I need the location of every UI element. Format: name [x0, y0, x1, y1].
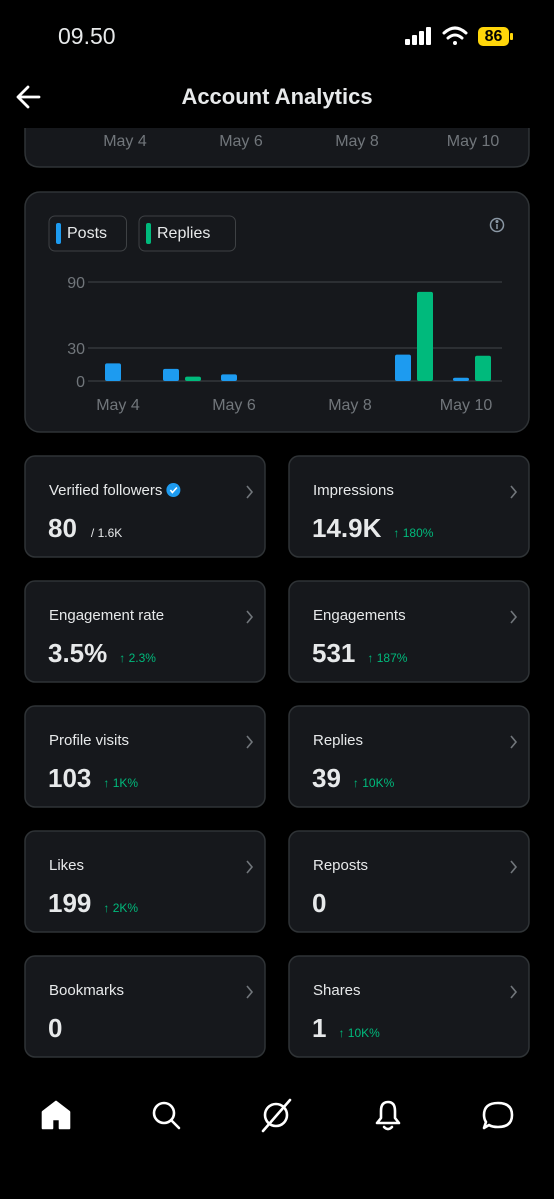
legend-label: Replies: [157, 225, 210, 242]
verified-check: [169, 486, 178, 494]
home-tab[interactable]: [41, 1100, 71, 1130]
chevron: [510, 485, 518, 499]
chevron: [246, 985, 254, 999]
bar: [221, 374, 237, 381]
chevron: [246, 485, 254, 499]
stat-value: 39: [312, 763, 341, 793]
x-tick-label: May 4: [96, 397, 140, 414]
legend-swatch: [146, 223, 151, 244]
stat-change: ↑ 187%: [367, 651, 407, 665]
stat-card[interactable]: [24, 955, 266, 1058]
bar: [105, 363, 121, 381]
battery-tip: [510, 33, 513, 40]
chevron: [246, 860, 254, 874]
stat-value: 3.5%: [48, 638, 107, 668]
y-tick-label: 30: [67, 341, 85, 358]
legend-item[interactable]: [138, 215, 236, 252]
stat-change: ↑ 10K%: [338, 1026, 380, 1040]
stat-card[interactable]: [288, 455, 530, 558]
stat-value: 103: [48, 763, 91, 793]
y-tick-label: 0: [76, 374, 85, 391]
stat-label: Verified followers: [49, 482, 162, 499]
chevron: [510, 735, 518, 749]
back-button[interactable]: [16, 85, 41, 109]
stat-label: Profile visits: [49, 732, 129, 749]
stat-card[interactable]: [288, 830, 530, 933]
bottom-nav: [41, 1098, 514, 1133]
stat-value: 199: [48, 888, 91, 918]
stat-label: Bookmarks: [49, 982, 124, 999]
signal-icon: [405, 27, 431, 45]
battery: [478, 27, 509, 46]
chevron: [246, 610, 254, 624]
stat-card[interactable]: [288, 955, 530, 1058]
stat-change: ↑ 2.3%: [119, 651, 156, 665]
messages-tab[interactable]: [482, 1101, 514, 1130]
stat-label: Likes: [49, 857, 84, 874]
stat-label: Reposts: [313, 857, 368, 874]
stat-value: 80: [48, 513, 77, 543]
stat-total: / 1.6K: [91, 526, 122, 540]
page-title: Account Analytics: [181, 84, 372, 109]
x-tick-label: May 4: [103, 133, 147, 150]
stat-change: ↑ 180%: [393, 526, 433, 540]
chevron: [510, 985, 518, 999]
stat-card[interactable]: [24, 455, 266, 558]
x-tick-label: May 10: [440, 397, 493, 414]
stat-card[interactable]: [24, 830, 266, 933]
bar: [453, 377, 469, 381]
stat-value: 1: [312, 1013, 326, 1043]
info-icon[interactable]: [489, 217, 505, 233]
x-tick-label: May 6: [219, 133, 263, 150]
x-tick-label: May 6: [212, 397, 256, 414]
chevron: [510, 610, 518, 624]
notifications-tab[interactable]: [375, 1100, 401, 1131]
bar: [163, 368, 179, 381]
status-time: 09.50: [58, 23, 116, 49]
legend-swatch: [56, 223, 61, 244]
stat-label: Shares: [313, 982, 361, 999]
stat-value: 0: [312, 888, 326, 918]
x-tick-label: May 8: [335, 133, 379, 150]
stat-card[interactable]: [24, 580, 266, 683]
stat-label: Impressions: [313, 482, 394, 499]
stat-label: Engagement rate: [49, 607, 164, 624]
verified-badge: [166, 483, 181, 497]
wifi-icon: [442, 26, 468, 45]
stat-card[interactable]: [288, 580, 530, 683]
previous-chart-card: [24, 128, 530, 168]
grok-tab[interactable]: [261, 1098, 292, 1133]
stat-card[interactable]: [288, 705, 530, 808]
bar: [395, 354, 411, 381]
stat-value: 14.9K: [312, 513, 382, 543]
stat-value: 0: [48, 1013, 62, 1043]
y-tick-label: 90: [67, 275, 85, 292]
bar: [185, 376, 201, 381]
stat-label: Engagements: [313, 607, 406, 624]
stat-card[interactable]: [24, 705, 266, 808]
x-tick-label: May 10: [447, 133, 500, 150]
chevron: [510, 860, 518, 874]
stat-value: 531: [312, 638, 355, 668]
search-tab[interactable]: [152, 1101, 181, 1130]
battery-level: 86: [485, 28, 503, 45]
stat-change: ↑ 10K%: [353, 776, 395, 790]
stat-change: ↑ 2K%: [103, 901, 138, 915]
bar: [417, 291, 433, 381]
bar: [475, 355, 491, 381]
x-tick-label: May 8: [328, 397, 372, 414]
legend-item[interactable]: [48, 215, 127, 252]
legend-label: Posts: [67, 225, 107, 242]
stat-change: ↑ 1K%: [103, 776, 138, 790]
stat-label: Replies: [313, 732, 363, 749]
chevron: [246, 735, 254, 749]
